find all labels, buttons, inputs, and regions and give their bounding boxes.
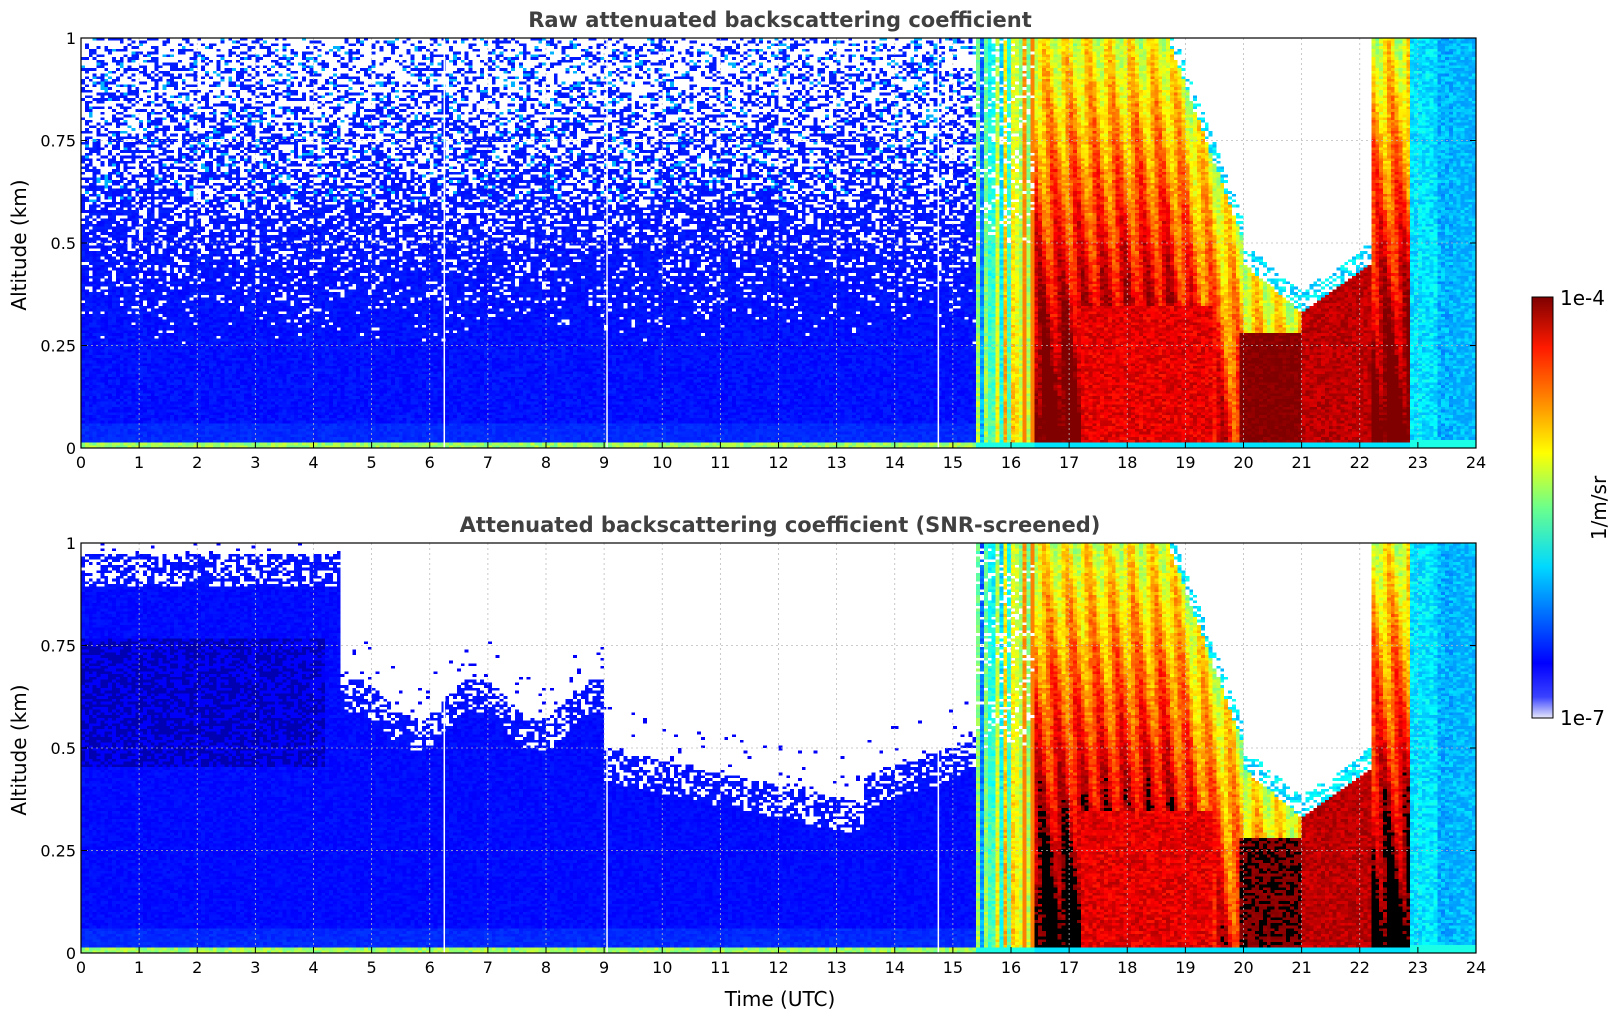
x-tick-label: 1 [134,958,144,977]
x-tick-label: 17 [1059,453,1079,472]
plot-frame [80,542,1477,954]
x-tick-label: 18 [1117,453,1137,472]
x-tick-label: 4 [308,453,318,472]
x-tick-label: 14 [885,453,905,472]
colorbar-max-label: 1e-4 [1560,286,1605,310]
x-tick-label: 3 [250,958,260,977]
x-tick-label: 6 [425,453,435,472]
x-tick-label: 21 [1291,453,1311,472]
x-tick-label: 8 [541,453,551,472]
x-tick-label: 0 [76,958,86,977]
x-tick-label: 17 [1059,958,1079,977]
colorbar: 1e-4 1e-7 1/m/sr [1531,286,1611,730]
x-tick-label: 0 [76,453,86,472]
y-tick-label: 0.5 [51,739,76,758]
x-tick-label: 2 [192,453,202,472]
x-tick-label: 11 [710,453,730,472]
y-tick-label: 0.75 [40,132,76,151]
x-axis-label: Time (UTC) [724,987,836,1011]
x-tick-label: 4 [308,958,318,977]
x-tick-label: 20 [1233,453,1253,472]
raw-backscatter-panel: Raw attenuated backscattering coefficien… [7,8,1486,472]
x-tick-label: 12 [768,958,788,977]
x-tick-label: 2 [192,958,202,977]
plot-frame [80,37,1477,449]
x-tick-label: 23 [1408,453,1428,472]
x-tick-label: 21 [1291,958,1311,977]
x-tick-label: 23 [1408,958,1428,977]
x-tick-label: 13 [826,958,846,977]
x-tick-label: 19 [1175,453,1195,472]
y-tick-label: 0 [66,944,76,963]
x-tick-label: 24 [1466,453,1486,472]
x-tick-label: 19 [1175,958,1195,977]
y-tick-label: 0.75 [40,637,76,656]
x-tick-label: 20 [1233,958,1253,977]
colorbar-gradient [1531,296,1554,719]
x-tick-label: 7 [483,453,493,472]
x-tick-label: 22 [1350,958,1370,977]
y-axis-label: Altitude (km) [7,179,31,310]
x-tick-label: 22 [1350,453,1370,472]
colorbar-min-label: 1e-7 [1560,706,1605,730]
x-tick-label: 3 [250,453,260,472]
x-tick-label: 24 [1466,958,1486,977]
plot-area: 0 1 2 3 4 5 6 7 8 9 10 11 12 13 14 15 16 17 18 19 20 21 22 23 24… [40,534,1486,977]
x-tick-label: 9 [599,958,609,977]
x-tick-label: 13 [826,453,846,472]
x-tick-label: 1 [134,453,144,472]
colorbar-unit-label: 1/m/sr [1587,475,1611,540]
x-tick-label: 5 [367,453,377,472]
y-tick-label: 1 [66,29,76,48]
x-tick-label: 11 [710,958,730,977]
x-tick-label: 10 [652,958,672,977]
x-tick-label: 7 [483,958,493,977]
x-tick-label: 15 [943,453,963,472]
chart-title: Attenuated backscattering coefficient (S… [460,513,1101,537]
y-tick-label: 0.25 [40,337,76,356]
y-tick-label: 0 [66,439,76,458]
x-tick-label: 15 [943,958,963,977]
chart-title: Raw attenuated backscattering coefficien… [528,8,1032,32]
snr-screened-backscatter-panel: Attenuated backscattering coefficient (S… [7,513,1486,1011]
x-tick-label: 12 [768,453,788,472]
y-tick-label: 1 [66,534,76,553]
y-axis-label: Altitude (km) [7,684,31,815]
y-tick-label: 0.5 [51,234,76,253]
x-tick-label: 6 [425,958,435,977]
x-tick-label: 9 [599,453,609,472]
plot-area: 0 1 2 3 4 5 6 7 8 9 10 11 12 13 14 15 16 17 18 19 20 21 22 23 24… [40,29,1486,472]
x-tick-label: 8 [541,958,551,977]
x-tick-label: 16 [1001,453,1021,472]
x-tick-label: 16 [1001,958,1021,977]
x-tick-label: 10 [652,453,672,472]
x-tick-label: 5 [367,958,377,977]
x-tick-label: 18 [1117,958,1137,977]
x-tick-label: 14 [885,958,905,977]
y-tick-label: 0.25 [40,842,76,861]
